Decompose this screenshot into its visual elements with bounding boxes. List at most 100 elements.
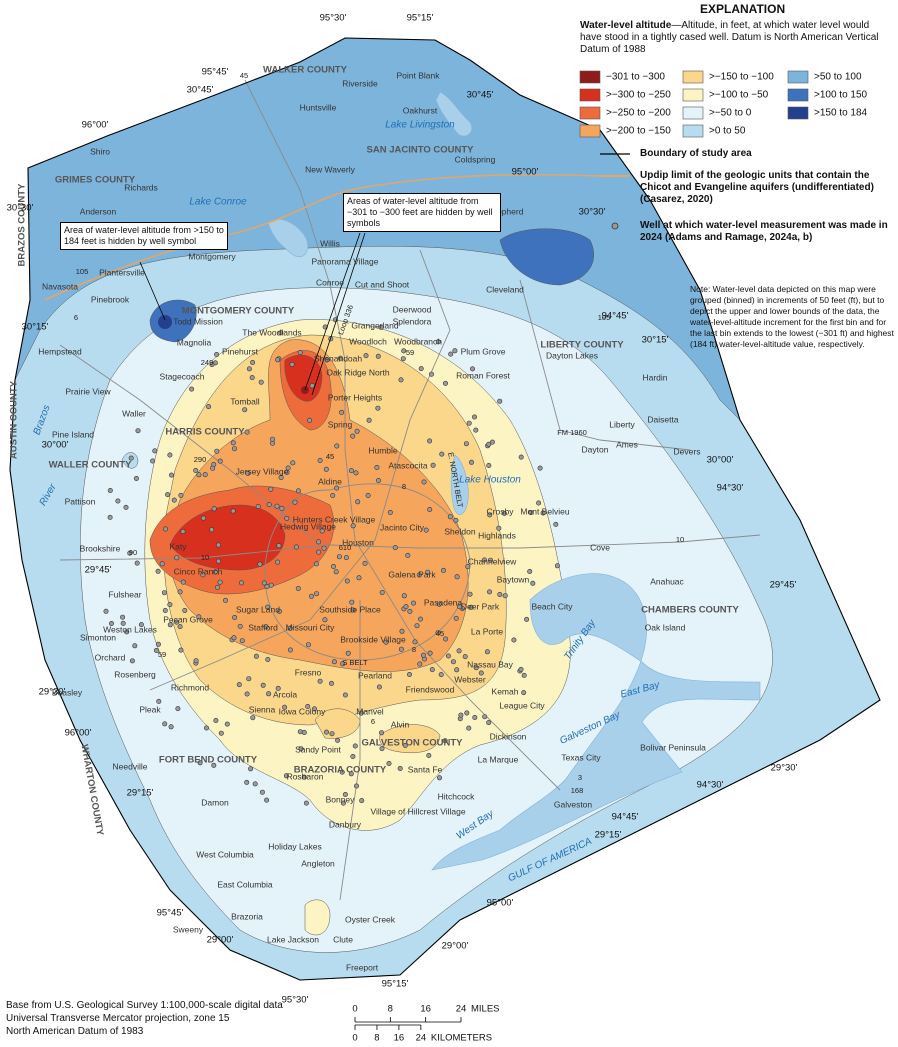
well: [217, 458, 223, 464]
place-label: East Columbia: [217, 879, 273, 889]
place-label: Riverside: [342, 78, 378, 88]
place-label: Bolivar Peninsula: [640, 742, 706, 752]
road-label: 610: [339, 543, 352, 552]
place-label: Deerwood: [393, 304, 432, 314]
water-label: Lake Houston: [459, 475, 521, 486]
legend-well: [611, 222, 619, 230]
well: [335, 737, 341, 743]
place-label: Pecan Grove: [163, 614, 213, 624]
road-label: 45: [326, 452, 334, 461]
place-label: Plum Grove: [461, 346, 506, 356]
base-line: Base from U.S. Geological Survey 1:100,0…: [6, 1000, 283, 1011]
well: [352, 743, 358, 749]
well: [278, 474, 284, 480]
well: [155, 568, 161, 574]
well: [264, 583, 270, 589]
well: [107, 514, 113, 520]
well: [138, 622, 144, 628]
well: [209, 362, 215, 368]
well: [454, 574, 460, 580]
well: [261, 580, 267, 586]
well: [232, 446, 238, 452]
well: [204, 725, 210, 731]
place-label: Cinco Ranch: [174, 566, 223, 576]
well: [462, 654, 468, 660]
place-label: Kemah: [492, 686, 519, 696]
well: [253, 653, 259, 659]
well: [129, 658, 135, 664]
road-label: 45: [436, 629, 444, 638]
well: [374, 464, 380, 470]
well: [132, 643, 138, 649]
well: [159, 561, 165, 567]
well: [174, 619, 180, 625]
road-label: S BELT: [342, 658, 368, 667]
well: [206, 404, 212, 410]
well: [403, 604, 409, 610]
well: [135, 428, 141, 434]
well: [200, 572, 206, 578]
well: [407, 608, 413, 614]
well: [123, 504, 129, 510]
place-label: Splendora: [393, 316, 432, 326]
well: [427, 650, 433, 656]
well: [214, 448, 220, 454]
well: [303, 800, 309, 806]
well: [339, 769, 345, 775]
well: [152, 448, 158, 454]
scale-bar: 0 8 16 24 MILES 0 8 16 24 KILOMETERS: [352, 1004, 499, 1044]
road-label: 6: [74, 313, 78, 322]
coordinate-label: 96°00': [65, 728, 92, 739]
place-label: Anderson: [80, 206, 117, 216]
contour-zone: [284, 354, 323, 402]
place-label: La Porte: [471, 626, 503, 636]
well: [328, 680, 334, 686]
place-label: The Woodlands: [242, 327, 301, 337]
well: [553, 521, 559, 527]
well: [278, 330, 284, 336]
coordinate-label: 94°30': [717, 483, 744, 494]
well: [465, 564, 471, 570]
well: [530, 580, 536, 586]
coordinate-label: 95°30': [320, 13, 347, 24]
well: [167, 452, 173, 458]
well: [486, 462, 492, 468]
coordinate-label: 29°00': [207, 935, 234, 946]
legend-label: −301 to −300: [606, 72, 665, 83]
coordinate-label: 29°00': [442, 941, 469, 952]
place-label: Oak Ridge North: [326, 367, 390, 377]
place-label: Crosby: [487, 506, 515, 516]
well: [418, 366, 424, 372]
place-label: Conroe: [316, 277, 344, 287]
place-label: Beach City: [531, 601, 573, 611]
place-label: Brookside Village: [340, 634, 406, 644]
well: [107, 487, 113, 493]
well: [290, 460, 296, 466]
well: [454, 667, 460, 673]
place-label: Spring: [328, 419, 353, 429]
well: [378, 730, 384, 736]
well: [316, 539, 322, 545]
well: [337, 355, 343, 361]
well: [180, 528, 186, 534]
well: [175, 706, 181, 712]
well: [392, 545, 398, 551]
coordinate-label: 29°45': [85, 565, 112, 576]
place-label: Weston Lakes: [103, 624, 157, 634]
place-label: Alvin: [391, 719, 410, 729]
place-label: Nassau Bay: [467, 659, 514, 669]
well: [379, 589, 385, 595]
well: [305, 642, 311, 648]
place-label: Point Blank: [397, 70, 441, 80]
place-label: Panorama Village: [312, 256, 379, 266]
well: [511, 637, 517, 643]
well: [358, 710, 364, 716]
well: [353, 783, 359, 789]
place-label: Rosenberg: [114, 669, 156, 679]
well: [289, 361, 295, 367]
well: [237, 623, 243, 629]
place-label: Pleak: [139, 704, 161, 714]
well: [339, 409, 345, 415]
scale-label: 16: [420, 1004, 431, 1015]
well: [193, 658, 199, 664]
